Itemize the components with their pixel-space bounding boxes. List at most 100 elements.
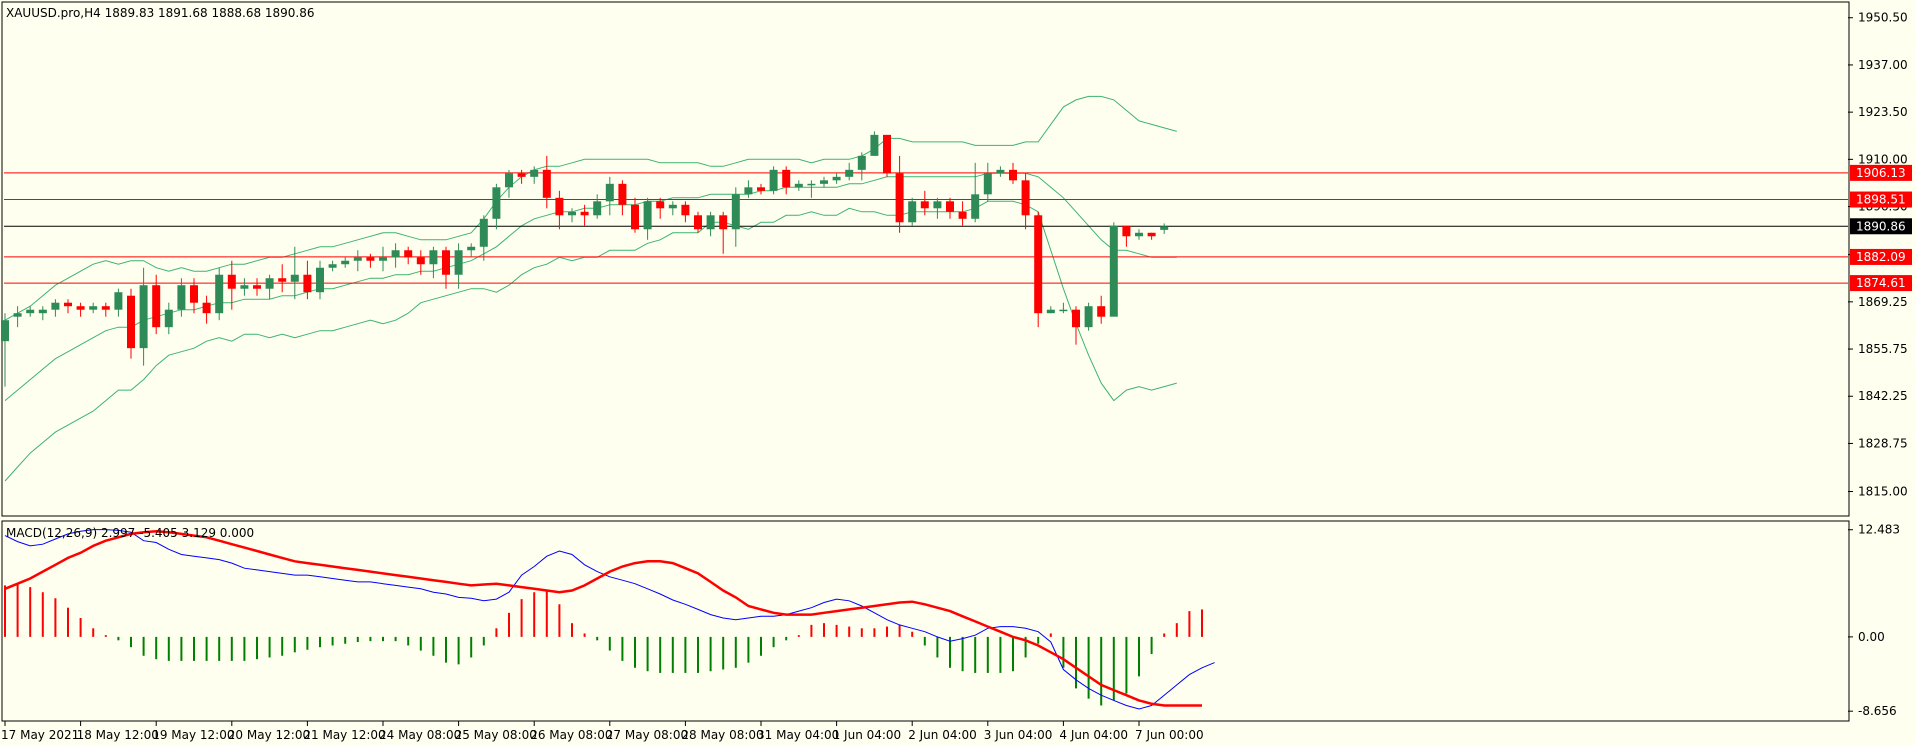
candle-body <box>958 211 967 219</box>
candle-body <box>442 250 450 275</box>
candle-body <box>379 257 387 261</box>
candle-body <box>1021 180 1030 216</box>
level-tag-label: 1890.86 <box>1856 219 1906 233</box>
candle-body <box>152 285 161 328</box>
candle-body <box>1034 215 1043 314</box>
time-tick-label: 27 May 08:00 <box>606 728 688 742</box>
candle-body <box>631 204 639 230</box>
candle-body <box>1084 306 1093 328</box>
candle-body <box>479 218 488 247</box>
candle-body <box>794 183 803 188</box>
level-tag-label: 1906.13 <box>1856 166 1906 180</box>
candle-body <box>164 309 173 328</box>
candle-body <box>857 155 866 170</box>
candle-body <box>769 169 778 191</box>
candle-body <box>820 180 828 184</box>
candle-body <box>643 201 652 230</box>
time-tick-label: 19 May 12:00 <box>152 728 234 742</box>
candle-body <box>983 173 992 195</box>
candle-body <box>26 309 35 314</box>
candle-body <box>530 169 539 177</box>
bollinger-middle-line <box>4 172 1177 401</box>
candle-body <box>1046 309 1055 314</box>
candle-body <box>971 194 980 219</box>
candle-body <box>341 260 350 265</box>
candle-body <box>316 267 324 293</box>
candle-body <box>1122 225 1131 237</box>
candle-body <box>89 306 98 310</box>
candle-body <box>517 173 526 177</box>
level-tag <box>1850 164 1912 181</box>
time-tick-label: 17 May 2021 <box>1 728 79 742</box>
candle-body <box>1109 225 1118 317</box>
candle-body <box>1072 309 1080 328</box>
level-tag <box>1850 218 1912 235</box>
candle-body <box>1059 309 1068 312</box>
candle-body <box>38 309 47 314</box>
candle-body <box>1097 306 1106 317</box>
candle-body <box>870 134 879 156</box>
candle-body <box>845 169 854 177</box>
price-layer <box>1 95 1848 482</box>
candle-body <box>303 274 312 293</box>
candle-body <box>51 302 60 310</box>
time-tick-label: 18 May 12:00 <box>77 728 159 742</box>
candle-body <box>719 215 728 230</box>
candle-body <box>391 250 400 258</box>
candle-body <box>933 201 942 209</box>
level-tag <box>1850 248 1912 265</box>
candle-body <box>114 292 123 310</box>
candle-body <box>190 285 198 303</box>
candle-body <box>883 134 891 174</box>
time-tick-label: 2 Jun 04:00 <box>908 728 977 742</box>
candle-body <box>1009 169 1017 181</box>
macd-signal-line <box>4 530 1202 707</box>
candle-body <box>605 183 614 202</box>
level-tag <box>1850 275 1912 292</box>
time-tick-label: 7 Jun 00:00 <box>1135 728 1204 742</box>
price-plot-frame <box>1 1 1850 517</box>
time-tick-label: 28 May 08:00 <box>681 728 763 742</box>
time-tick-label: 21 May 12:00 <box>303 728 385 742</box>
price-tick-label: 1923.50 <box>1858 105 1908 119</box>
candle-body <box>353 257 362 261</box>
candle-body <box>328 264 337 268</box>
candle-body <box>895 173 904 223</box>
candle-body <box>290 274 299 282</box>
candle-body <box>908 201 917 223</box>
candle-body <box>253 285 261 289</box>
candle-body <box>757 187 765 191</box>
time-tick-label: 20 May 12:00 <box>228 728 310 742</box>
macd-layer <box>4 529 1215 710</box>
time-tick-label: 4 Jun 04:00 <box>1059 728 1128 742</box>
candle-body <box>215 274 224 314</box>
candle-body <box>492 187 501 219</box>
candle-body <box>996 169 1005 174</box>
candle-body <box>946 201 954 212</box>
candle-body <box>656 201 665 209</box>
candle-body <box>832 176 841 181</box>
time-tick-label: 1 Jun 04:00 <box>833 728 902 742</box>
candle-body <box>542 169 551 198</box>
candle-body <box>278 278 287 282</box>
macd-tick-label: 0.00 <box>1858 630 1885 644</box>
candle-body <box>505 173 513 188</box>
level-tag-label: 1898.51 <box>1856 193 1906 207</box>
price-chart-title: XAUUSD.pro,H4 1889.83 1891.68 1888.68 18… <box>6 6 315 20</box>
price-tick-label: 1815.00 <box>1858 485 1908 499</box>
candle-body <box>240 285 249 289</box>
macd-tick-label: -8.656 <box>1858 704 1897 718</box>
macd-title: MACD(12,26,9) 2.997 -5.405 3.129 0.000 <box>6 526 254 540</box>
candle-body <box>429 250 438 265</box>
candle-body <box>706 215 715 230</box>
axis-layer: 1950.501937.001923.501910.001896.501882.… <box>1 11 1912 742</box>
candle-body <box>13 313 22 317</box>
price-tick-label: 1842.25 <box>1858 389 1908 403</box>
candle-body <box>807 183 816 186</box>
candle-body <box>64 302 72 307</box>
candle-body <box>668 204 677 209</box>
candle-body <box>782 169 791 188</box>
candle-body <box>177 285 186 310</box>
macd-tick-label: 12.483 <box>1858 523 1900 537</box>
